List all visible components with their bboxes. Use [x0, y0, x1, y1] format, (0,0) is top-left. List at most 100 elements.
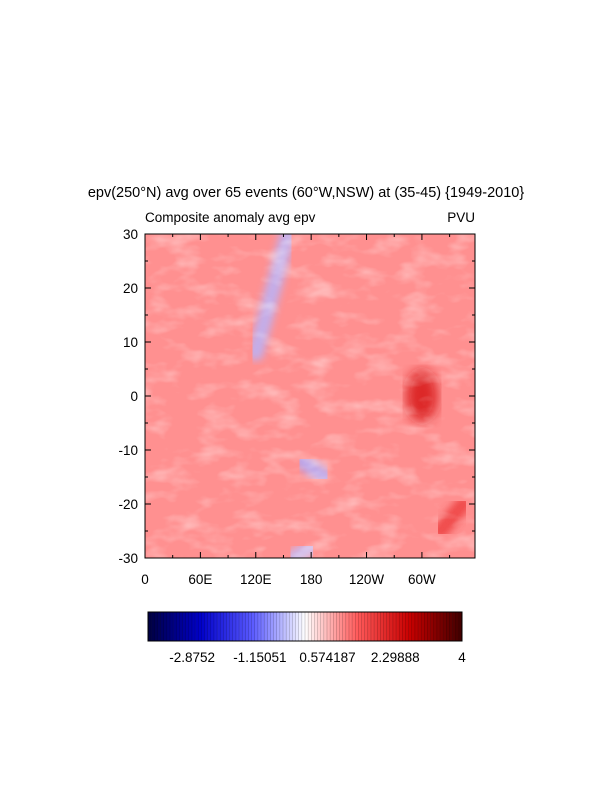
colorbar-box: [458, 612, 463, 641]
colorbar-box: [169, 612, 174, 641]
colorbar-box: [326, 612, 331, 641]
colorbar-box: [399, 612, 403, 641]
colorbar-box: [191, 612, 196, 641]
colorbar-box: [418, 612, 422, 641]
colorbar-box: [370, 612, 375, 641]
colorbar-box: [320, 612, 325, 641]
y-tick-label: -10: [118, 443, 138, 458]
colorbar-box: [433, 612, 438, 641]
y-tick-label: -30: [118, 551, 138, 566]
y-tick-label: 10: [123, 335, 138, 350]
colorbar: -2.8752 -1.15051 0.574187 2.29888 4: [147, 611, 466, 665]
colorbar-box: [182, 612, 186, 641]
left-subtitle: Composite anomaly avg epv: [145, 210, 316, 225]
colorbar-box: [317, 612, 321, 641]
colorbar-box: [179, 612, 183, 641]
colorbar-box: [446, 612, 450, 641]
colorbar-box: [276, 612, 281, 641]
x-tick-label: 60E: [188, 572, 212, 587]
colorbar-label: -2.8752: [169, 650, 215, 665]
colorbar-box: [213, 612, 218, 641]
colorbar-box: [414, 612, 419, 641]
colorbar-box: [449, 612, 453, 641]
colorbar-box: [424, 612, 428, 641]
field-texture: [145, 234, 475, 558]
colorbar-box: [427, 612, 431, 641]
colorbar-box: [436, 612, 441, 641]
colorbar-box: [358, 612, 362, 641]
colorbar-box: [273, 612, 278, 641]
colorbar-box: [185, 612, 190, 641]
x-tick-label: 120W: [349, 572, 385, 587]
colorbar-box: [364, 612, 369, 641]
colorbar-box: [330, 612, 334, 641]
colorbar-box: [248, 612, 252, 641]
colorbar-box: [188, 612, 193, 641]
colorbar-box: [257, 612, 262, 641]
colorbar-box: [251, 612, 256, 641]
colorbar-label: 4: [458, 650, 466, 665]
colorbar-box: [283, 612, 287, 641]
colorbar-box: [201, 612, 205, 641]
x-tick-label: 120E: [240, 572, 272, 587]
colorbar-box: [367, 612, 372, 641]
colorbar-box: [383, 612, 387, 641]
colorbar-boxes: [148, 612, 463, 641]
colorbar-box: [223, 612, 227, 641]
colorbar-label: 2.29888: [371, 650, 420, 665]
colorbar-box: [151, 612, 155, 641]
y-tick-label: 30: [123, 227, 138, 242]
colorbar-box: [342, 612, 347, 641]
colorbar-box: [198, 612, 202, 641]
colorbar-box: [232, 612, 237, 641]
colorbar-label: 0.574187: [299, 650, 355, 665]
colorbar-box: [264, 612, 268, 641]
colorbar-box: [254, 612, 259, 641]
colorbar-box: [405, 612, 409, 641]
colorbar-box: [380, 612, 384, 641]
colorbar-box: [279, 612, 284, 641]
colorbar-box: [333, 612, 337, 641]
colorbar-labels: -2.8752 -1.15051 0.574187 2.29888 4: [169, 650, 466, 665]
colorbar-box: [261, 612, 265, 641]
colorbar-box: [408, 612, 413, 641]
y-axis: 30 20 10 0 -10 -20 -30: [118, 227, 475, 566]
colorbar-box: [154, 612, 158, 641]
colorbar-box: [389, 612, 394, 641]
colorbar-box: [430, 612, 435, 641]
colorbar-box: [148, 612, 152, 641]
x-tick-label: 60W: [408, 572, 436, 587]
colorbar-box: [163, 612, 168, 641]
colorbar-box: [204, 612, 208, 641]
colorbar-box: [217, 612, 221, 641]
colorbar-box: [308, 612, 312, 641]
colorbar-box: [289, 612, 293, 641]
colorbar-box: [267, 612, 271, 641]
x-axis: 0 60E 120E 180 120W 60W: [141, 234, 451, 587]
y-tick-label: 20: [123, 281, 138, 296]
colorbar-box: [355, 612, 359, 641]
colorbar-box: [402, 612, 406, 641]
colorbar-box: [301, 612, 306, 641]
colorbar-box: [305, 612, 309, 641]
colorbar-box: [314, 612, 318, 641]
colorbar-box: [452, 612, 457, 641]
colorbar-box: [352, 612, 356, 641]
colorbar-box: [226, 612, 230, 641]
x-tick-label: 180: [300, 572, 323, 587]
colorbar-box: [386, 612, 391, 641]
colorbar-box: [242, 612, 246, 641]
y-tick-label: -20: [118, 497, 138, 512]
colorbar-box: [421, 612, 425, 641]
colorbar-box: [157, 612, 161, 641]
colorbar-box: [455, 612, 460, 641]
colorbar-box: [207, 612, 212, 641]
x-tick-label: 0: [141, 572, 149, 587]
colorbar-box: [195, 612, 199, 641]
colorbar-label: -1.15051: [233, 650, 286, 665]
colorbar-box: [229, 612, 234, 641]
chart-title: epv(250°N) avg over 65 events (60°W,NSW)…: [88, 185, 525, 201]
heatmap-field: [145, 234, 475, 558]
right-subtitle: PVU: [447, 210, 475, 225]
